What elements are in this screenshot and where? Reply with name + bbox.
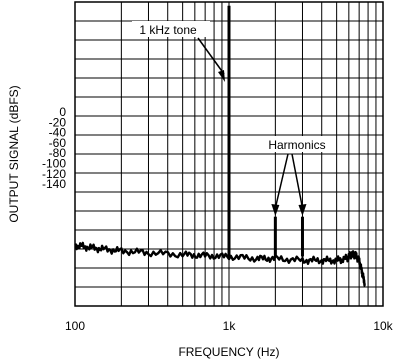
x-tick-label-100: 100 bbox=[65, 319, 85, 333]
tone-label-bg bbox=[132, 21, 210, 37]
y-tick-label: -100 bbox=[42, 157, 66, 171]
annotations: 1 kHz tone Harmonics bbox=[132, 21, 332, 216]
series bbox=[74, 5, 366, 287]
y-tick-label: -60 bbox=[49, 136, 67, 150]
harmonic-arrow-line-3k bbox=[291, 153, 304, 209]
tick-labels: 100 1k 10k 0 -20 -40 -60 -80 -100 -120 -… bbox=[42, 105, 394, 333]
harmonic-arrowhead-3k bbox=[298, 204, 307, 216]
y-tick-label: 0 bbox=[59, 105, 66, 119]
y-tick-label: -80 bbox=[49, 146, 67, 160]
harmonic-arrowhead-2k bbox=[271, 204, 280, 216]
y-tick-label: -120 bbox=[42, 167, 66, 181]
y-tick-label: -140 bbox=[42, 177, 66, 191]
y-tick-label: -20 bbox=[49, 115, 67, 129]
tone-arrow-line bbox=[197, 37, 225, 75]
x-tick-label-10k: 10k bbox=[373, 319, 393, 333]
x-tick-label-1k: 1k bbox=[223, 319, 237, 333]
harmonics-annotation-label: Harmonics bbox=[268, 138, 325, 152]
y-axis-label: OUTPUT SIGNAL (dBFS) bbox=[7, 85, 21, 222]
y-tick-label: -40 bbox=[49, 126, 67, 140]
harmonics-label-bg bbox=[264, 136, 332, 152]
harmonic-arrow-line-2k bbox=[274, 153, 289, 209]
x-axis-label: FREQUENCY (Hz) bbox=[178, 345, 279, 359]
tone-arrowhead bbox=[218, 70, 225, 82]
tone-annotation-label: 1 kHz tone bbox=[139, 23, 197, 37]
